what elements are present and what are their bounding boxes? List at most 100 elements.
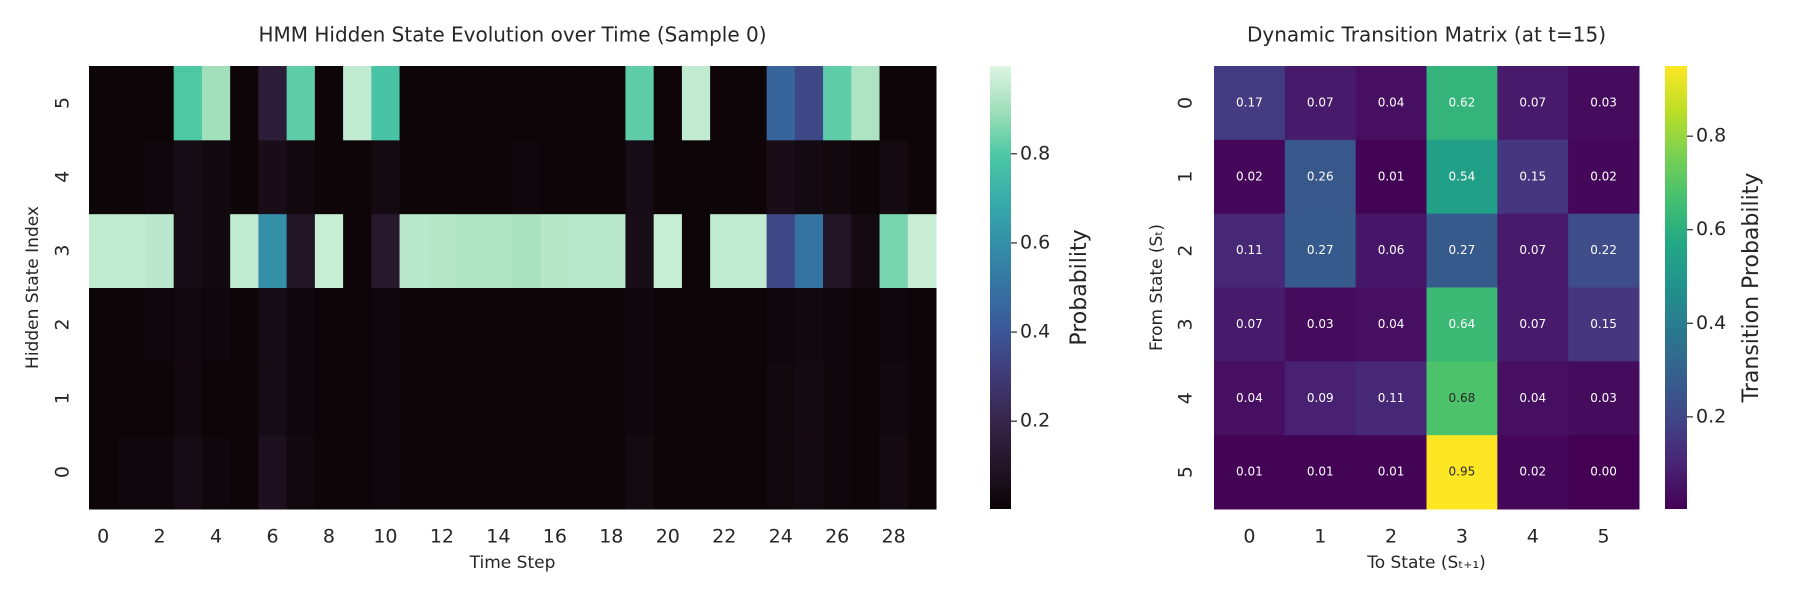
heatmap-cell bbox=[823, 213, 852, 288]
heatmap-cell bbox=[343, 287, 372, 362]
x-tick-label: 2 bbox=[1385, 526, 1397, 548]
heatmap-cell bbox=[851, 66, 881, 141]
heatmap-cell bbox=[907, 435, 937, 510]
heatmap-cell bbox=[540, 66, 570, 141]
heatmap-cell bbox=[1568, 139, 1640, 215]
heatmap-cell bbox=[512, 213, 542, 288]
heatmap-cell bbox=[89, 435, 118, 510]
heatmap-cell bbox=[399, 213, 429, 288]
heatmap-cell bbox=[399, 435, 429, 510]
heatmap-cell bbox=[1426, 435, 1498, 510]
heatmap-cell bbox=[710, 435, 739, 510]
heatmap-cell bbox=[907, 361, 937, 436]
x-axis-label: Time Step bbox=[469, 553, 556, 573]
colorbar-tick-label: 0.8 bbox=[1020, 142, 1050, 164]
heatmap-cell bbox=[89, 361, 118, 436]
heatmap-cell bbox=[456, 139, 485, 215]
heatmap-cell bbox=[512, 139, 542, 215]
heatmap-cell bbox=[1568, 213, 1640, 288]
cell-annotation: 0.07 bbox=[1519, 243, 1546, 257]
colorbar-tick-label: 0.4 bbox=[1020, 321, 1050, 343]
x-tick-label: 22 bbox=[712, 526, 736, 548]
heatmap-cell bbox=[653, 361, 683, 436]
heatmap-cell bbox=[568, 213, 598, 288]
heatmap-cell bbox=[371, 287, 401, 362]
heatmap-cell bbox=[794, 139, 824, 215]
heatmap-cell bbox=[201, 287, 231, 362]
heatmap-cell bbox=[823, 361, 852, 436]
heatmap-cell bbox=[286, 213, 316, 288]
heatmap-cell bbox=[484, 66, 513, 141]
cell-annotation: 0.68 bbox=[1449, 391, 1476, 405]
heatmap-cell bbox=[1355, 66, 1427, 141]
heatmap-cell bbox=[399, 66, 429, 141]
heatmap-cell bbox=[851, 213, 881, 288]
heatmap-cell bbox=[145, 213, 175, 288]
heatmap-cell bbox=[230, 435, 259, 510]
heatmap-cell bbox=[427, 139, 457, 215]
cell-annotation: 0.11 bbox=[1378, 391, 1405, 405]
heatmap-cell bbox=[625, 139, 655, 215]
cell-annotation: 0.01 bbox=[1378, 169, 1405, 183]
y-tick-label: 3 bbox=[52, 245, 74, 257]
heatmap-cell bbox=[371, 139, 401, 215]
heatmap-cell bbox=[314, 139, 344, 215]
heatmap-cell bbox=[173, 66, 203, 141]
heatmap-cell bbox=[427, 361, 457, 436]
heatmap-cell bbox=[681, 287, 711, 362]
heatmap-cell bbox=[1214, 213, 1286, 288]
heatmap-cell bbox=[89, 213, 118, 288]
heatmap-cell bbox=[399, 287, 429, 362]
colorbar-tick-label: 0.6 bbox=[1020, 231, 1050, 253]
cell-annotation: 0.07 bbox=[1519, 317, 1546, 331]
cell-annotation: 0.15 bbox=[1590, 317, 1617, 331]
x-tick-label: 0 bbox=[1243, 526, 1255, 548]
cell-annotation: 0.07 bbox=[1519, 95, 1546, 109]
heatmap-cell bbox=[1355, 287, 1427, 362]
heatmap-cell bbox=[568, 435, 598, 510]
cell-annotation: 0.01 bbox=[1307, 465, 1334, 479]
heatmap-cell bbox=[568, 287, 598, 362]
heatmap-cell bbox=[625, 361, 655, 436]
heatmap-cell bbox=[1497, 435, 1569, 510]
heatmap-cell bbox=[456, 435, 485, 510]
heatmap-cell bbox=[766, 287, 796, 362]
heatmap-cell bbox=[371, 66, 401, 141]
heatmap-cell bbox=[879, 66, 909, 141]
heatmap-cell bbox=[1355, 139, 1427, 215]
heatmap-cell bbox=[343, 435, 372, 510]
heatmap-cell bbox=[314, 287, 344, 362]
heatmap-cell bbox=[201, 213, 231, 288]
heatmap-cell bbox=[879, 213, 909, 288]
heatmap-cell bbox=[738, 435, 768, 510]
heatmap-cell bbox=[794, 213, 824, 288]
cell-annotation: 0.11 bbox=[1236, 243, 1263, 257]
heatmap-cell bbox=[851, 139, 881, 215]
heatmap-cell bbox=[738, 66, 768, 141]
heatmap-cell bbox=[681, 139, 711, 215]
x-tick-label: 1 bbox=[1314, 526, 1326, 548]
heatmap-cell bbox=[1497, 287, 1569, 362]
heatmap-cell bbox=[597, 435, 626, 510]
x-tick-label: 2 bbox=[154, 526, 166, 548]
heatmap-cell bbox=[653, 213, 683, 288]
x-tick-label: 5 bbox=[1598, 526, 1610, 548]
heatmap-cell bbox=[597, 213, 626, 288]
heatmap-cell bbox=[879, 139, 909, 215]
heatmap-cell bbox=[1355, 361, 1427, 436]
y-tick-label: 2 bbox=[1175, 245, 1197, 257]
y-axis-label: From State (Sₜ) bbox=[1147, 224, 1167, 351]
heatmap-cell bbox=[625, 435, 655, 510]
heatmap-cell bbox=[456, 287, 485, 362]
heatmap-cell bbox=[1497, 139, 1569, 215]
heatmap-cell bbox=[343, 139, 372, 215]
colorbar-tick-label: 0.6 bbox=[1696, 218, 1726, 240]
heatmap-cell bbox=[145, 287, 175, 362]
heatmap-cell bbox=[1214, 361, 1286, 436]
y-axis-label: Hidden State Index bbox=[23, 206, 43, 369]
heatmap-cell bbox=[1426, 361, 1498, 436]
cell-annotation: 0.64 bbox=[1449, 317, 1476, 331]
cell-annotation: 0.17 bbox=[1236, 95, 1263, 109]
heatmap-cell bbox=[89, 139, 118, 215]
heatmap-cell bbox=[823, 66, 852, 141]
